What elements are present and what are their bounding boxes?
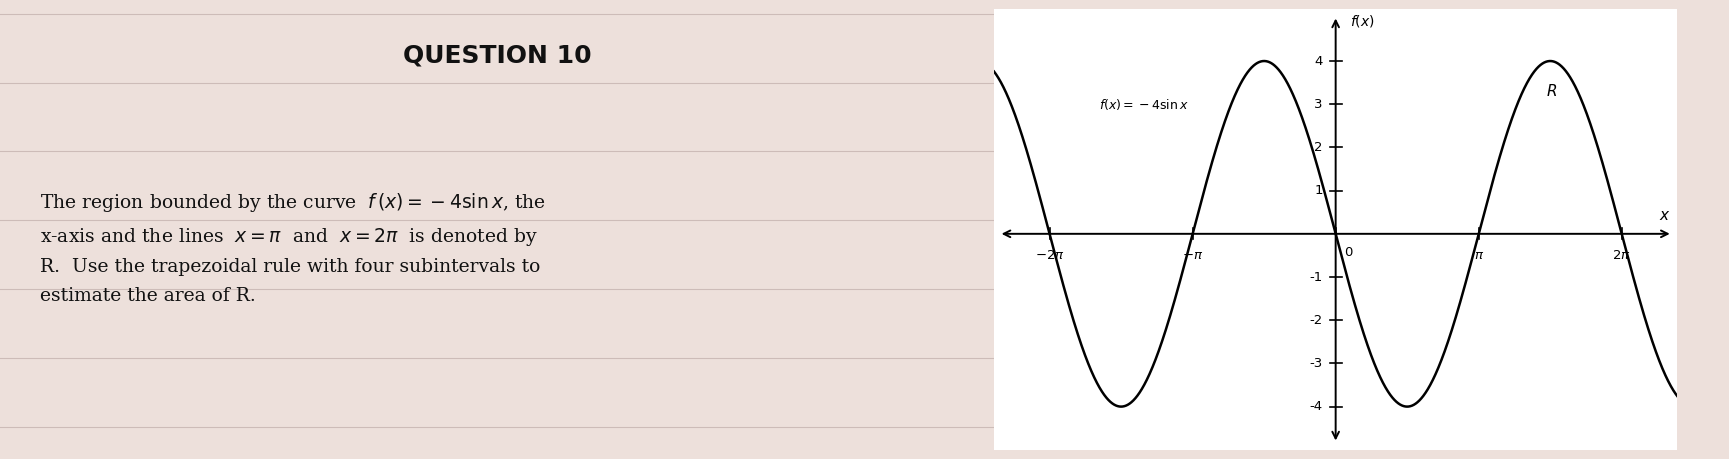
Text: 1: 1 xyxy=(1314,184,1323,197)
Text: -4: -4 xyxy=(1311,400,1323,413)
Text: -2: -2 xyxy=(1309,313,1323,327)
Text: 3: 3 xyxy=(1314,98,1323,111)
Text: $0$: $0$ xyxy=(1343,246,1354,259)
Text: -1: -1 xyxy=(1309,270,1323,284)
Text: QUESTION 10: QUESTION 10 xyxy=(403,43,591,67)
Text: $f(x)$: $f(x)$ xyxy=(1350,13,1375,28)
Text: $-\pi$: $-\pi$ xyxy=(1183,249,1203,262)
Text: 4: 4 xyxy=(1314,55,1323,67)
Text: The region bounded by the curve  $f\,(x) = -4\sin x$, the
x-axis and the lines  : The region bounded by the curve $f\,(x) … xyxy=(40,191,546,305)
Text: $f(x) = -4 \sin x$: $f(x) = -4 \sin x$ xyxy=(1100,97,1188,112)
Text: $R$: $R$ xyxy=(1546,83,1558,99)
Text: $\pi$: $\pi$ xyxy=(1473,249,1483,262)
Text: $x$: $x$ xyxy=(1658,208,1670,223)
Text: $-2\pi$: $-2\pi$ xyxy=(1034,249,1065,262)
Text: $2\pi$: $2\pi$ xyxy=(1613,249,1630,262)
Text: 2: 2 xyxy=(1314,141,1323,154)
Text: -3: -3 xyxy=(1309,357,1323,370)
